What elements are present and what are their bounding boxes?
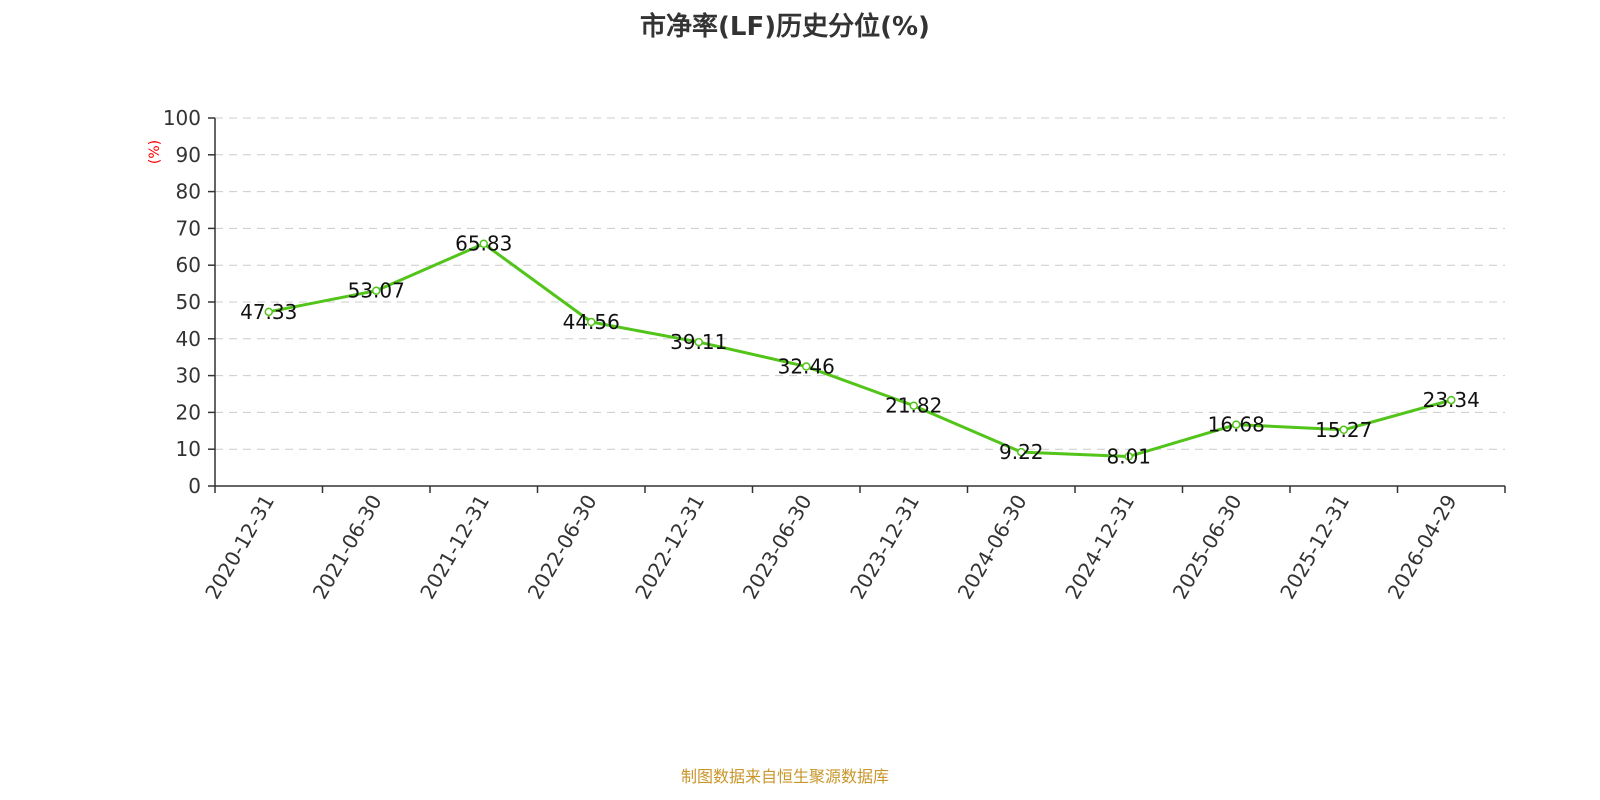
y-tick-label: 40 xyxy=(176,327,201,351)
data-point xyxy=(1232,420,1241,429)
data-label: 65.83 xyxy=(455,232,512,256)
x-tick-label: 2024-06-30 xyxy=(953,491,1032,604)
y-tick-label: 60 xyxy=(176,253,201,277)
x-tick-label: 2023-12-31 xyxy=(845,491,924,604)
y-tick-label: 100 xyxy=(163,106,201,130)
x-tick-label: 2024-12-31 xyxy=(1060,491,1139,604)
data-point xyxy=(372,286,381,295)
y-tick-label: 80 xyxy=(176,180,201,204)
data-label: 9.22 xyxy=(999,440,1044,464)
data-label: 8.01 xyxy=(1106,445,1151,469)
x-tick-label: 2026-04-29 xyxy=(1383,491,1462,604)
data-point xyxy=(909,401,918,410)
x-tick-label: 2025-06-30 xyxy=(1168,491,1247,604)
y-tick-label: 20 xyxy=(176,400,201,424)
series-line xyxy=(268,242,1452,459)
data-label: 23.34 xyxy=(1423,388,1480,412)
x-tick-label: 2020-12-31 xyxy=(200,491,279,604)
y-tick-label: 70 xyxy=(176,216,201,240)
data-point xyxy=(587,317,596,327)
data-point xyxy=(694,337,703,347)
data-point xyxy=(264,307,273,317)
x-tick-label: 2022-12-31 xyxy=(630,491,709,604)
x-tick-label: 2025-12-31 xyxy=(1275,491,1354,604)
data-point xyxy=(802,362,811,371)
data-label: 53.07 xyxy=(348,279,405,303)
y-axis-label: (%) xyxy=(147,140,163,164)
y-tick-label: 0 xyxy=(188,474,201,498)
data-label: 21.82 xyxy=(885,394,942,418)
y-tick-label: 10 xyxy=(176,437,201,461)
x-tick-label: 2021-12-31 xyxy=(415,491,494,604)
data-point xyxy=(1124,452,1133,461)
chart-title: 市净率(LF)历史分位(%) xyxy=(640,12,930,42)
x-tick-label: 2022-06-30 xyxy=(523,491,602,604)
y-tick-label: 30 xyxy=(176,364,201,388)
y-tick-label: 50 xyxy=(176,290,201,314)
data-label: 15.27 xyxy=(1315,418,1372,442)
data-label: 44.56 xyxy=(563,310,620,334)
data-point xyxy=(1339,425,1348,435)
data-label: 16.68 xyxy=(1208,413,1265,437)
data-point xyxy=(479,239,488,248)
data-label: 47.33 xyxy=(240,300,297,324)
data-point xyxy=(1017,447,1026,457)
data-label: 39.11 xyxy=(670,330,727,354)
data-label: 32.46 xyxy=(778,355,835,379)
x-tick-label: 2023-06-30 xyxy=(738,491,817,604)
y-tick-label: 90 xyxy=(176,143,201,167)
data-point xyxy=(1447,395,1456,405)
source-footer: 制图数据来自恒生聚源数据库 xyxy=(680,767,889,786)
x-tick-label: 2021-06-30 xyxy=(308,491,387,604)
